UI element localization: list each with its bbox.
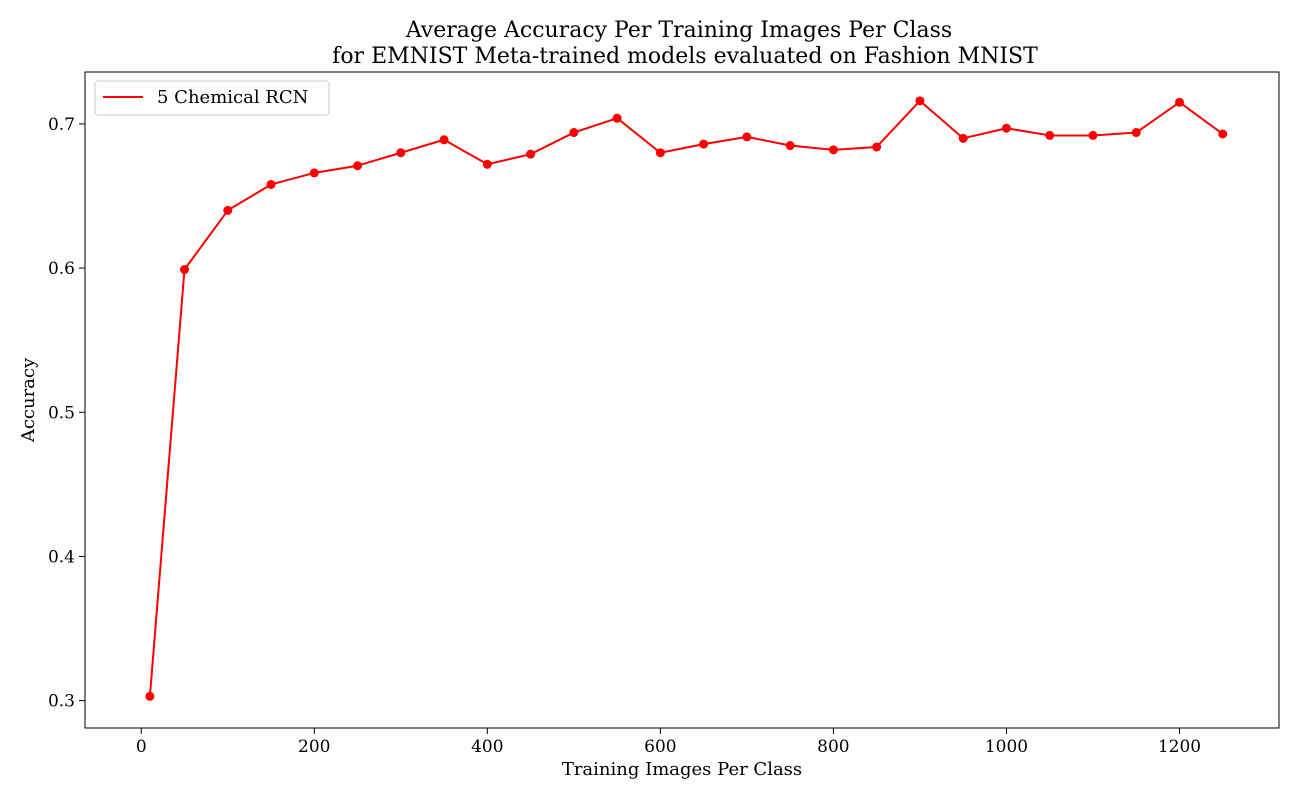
- data-point: [612, 113, 622, 123]
- data-point: [1131, 128, 1141, 138]
- y-tick-label: 0.4: [48, 547, 75, 567]
- legend-label: 5 Chemical RCN: [157, 87, 308, 108]
- data-point: [353, 161, 363, 171]
- y-tick-label: 0.7: [48, 115, 75, 135]
- data-point: [828, 145, 838, 155]
- data-point: [482, 159, 492, 169]
- data-point: [266, 179, 276, 189]
- x-tick-label: 0: [136, 737, 147, 757]
- data-point: [1218, 129, 1228, 139]
- data-point: [439, 135, 449, 145]
- x-tick-label: 800: [817, 737, 849, 757]
- data-point: [396, 148, 406, 158]
- data-point: [180, 265, 189, 275]
- y-tick-label: 0.5: [48, 403, 75, 423]
- data-point: [569, 128, 579, 138]
- data-point: [655, 148, 665, 158]
- x-axis-label: Training Images Per Class: [562, 759, 802, 780]
- series-line: [148, 99, 1224, 697]
- x-tick-label: 1200: [1158, 737, 1201, 757]
- x-tick-label: 400: [471, 737, 503, 757]
- y-axis-ticks: 0.3 0.4 0.5 0.6 0.7: [48, 115, 85, 712]
- legend-box: [94, 80, 330, 116]
- x-tick-label: 200: [298, 737, 330, 757]
- chart-title: Average Accuracy Per Training Images Per…: [405, 18, 952, 43]
- y-tick-label: 0.3: [48, 692, 75, 712]
- series-layer: [145, 96, 1228, 701]
- data-point: [1001, 123, 1011, 133]
- chart-subtitle: for EMNIST Meta-trained models evaluated…: [332, 44, 1038, 69]
- data-point: [958, 133, 968, 143]
- y-axis-label: Accuracy: [18, 357, 39, 443]
- data-point: [309, 168, 319, 178]
- data-point: [223, 205, 233, 215]
- x-tick-label: 1000: [985, 737, 1028, 757]
- plot-area: [84, 71, 1280, 729]
- data-point: [742, 132, 752, 142]
- data-point: [526, 149, 536, 159]
- data-point: [1045, 130, 1055, 140]
- y-tick-label: 0.6: [48, 259, 75, 279]
- data-point: [872, 142, 882, 152]
- data-point: [699, 139, 709, 149]
- legend: 5 Chemical RCN: [94, 80, 330, 116]
- data-point: [915, 96, 925, 106]
- x-tick-label: 600: [644, 737, 676, 757]
- x-axis-ticks: 0 200 400 600 800 1000 1200: [136, 728, 1201, 757]
- data-point: [785, 141, 795, 151]
- data-point: [145, 691, 155, 701]
- data-point: [1175, 97, 1184, 107]
- data-point: [1088, 130, 1098, 140]
